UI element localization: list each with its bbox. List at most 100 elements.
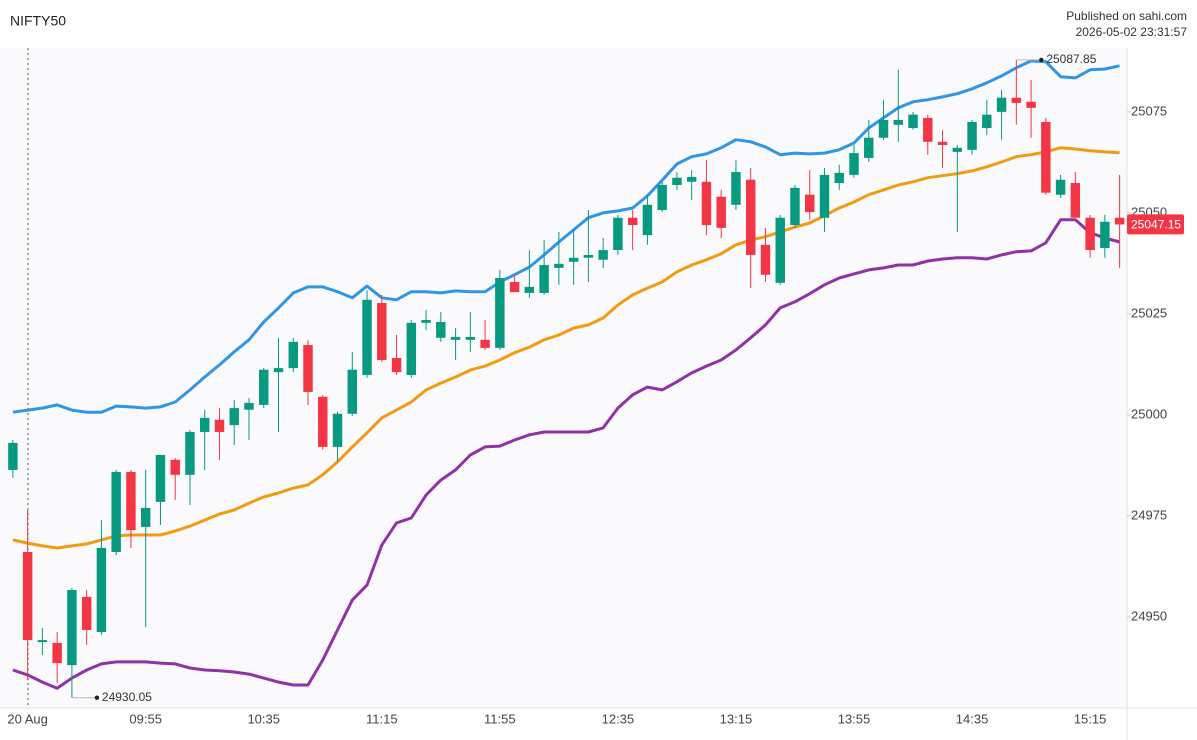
candle-body xyxy=(657,185,667,211)
candle-body xyxy=(952,147,963,152)
high-marker xyxy=(1039,57,1044,63)
x-tick-label: 11:55 xyxy=(484,711,516,726)
x-tick-label: 12:35 xyxy=(602,711,635,726)
band-line xyxy=(12,146,1120,550)
candle-body xyxy=(1070,182,1081,218)
candle-body xyxy=(598,250,608,260)
y-tick-label: 25075 xyxy=(1131,103,1167,118)
candle-body xyxy=(1011,97,1022,103)
candle-body xyxy=(834,172,844,183)
candle-body xyxy=(1055,179,1066,195)
candle-body xyxy=(805,194,815,213)
high-label: 25087.85 xyxy=(1046,52,1096,66)
candle-body xyxy=(406,322,417,375)
x-tick-label: 15:15 xyxy=(1074,711,1107,726)
candle-body xyxy=(362,299,372,375)
plot-area xyxy=(0,48,1127,708)
published: Published on sahi.com xyxy=(1066,9,1187,23)
candle-body xyxy=(1085,217,1095,251)
candle-body xyxy=(229,408,239,426)
low-label: 24930.05 xyxy=(102,690,152,704)
symbol-title: NIFTY50 xyxy=(10,13,66,29)
candle-body xyxy=(421,320,431,323)
candle-body xyxy=(1114,217,1125,225)
x-tick-label: 09:55 xyxy=(129,711,162,726)
candle-body xyxy=(303,345,313,392)
candle-body xyxy=(111,471,121,552)
candle-body xyxy=(22,551,33,641)
candle-body xyxy=(686,176,697,182)
candle-body xyxy=(790,187,800,226)
x-tick-label: 13:15 xyxy=(720,711,753,726)
candle-body xyxy=(554,263,564,268)
candle-body xyxy=(185,431,195,475)
candle-body xyxy=(568,257,579,262)
candle-body xyxy=(52,642,62,664)
candle-body xyxy=(775,217,785,283)
band-line xyxy=(12,218,1120,690)
candle-body xyxy=(1026,101,1036,108)
x-tick-label: 11:15 xyxy=(366,711,398,726)
candle-body xyxy=(347,369,358,414)
low-marker xyxy=(94,695,100,700)
candle-body xyxy=(1041,121,1051,193)
candle-body xyxy=(377,303,387,361)
band-line xyxy=(12,59,1120,414)
candle-body xyxy=(244,402,254,410)
candle-body xyxy=(893,119,903,125)
candle-body xyxy=(539,265,549,293)
candle-body xyxy=(731,172,741,205)
y-tick-label: 24950 xyxy=(1131,609,1167,624)
candle-body xyxy=(583,254,594,258)
candle-body xyxy=(140,507,151,527)
candle-body xyxy=(465,336,476,340)
y-tick-label: 25025 xyxy=(1131,305,1167,320)
candle-body xyxy=(878,119,889,138)
candle-body xyxy=(332,413,343,447)
y-tick-label: 24975 xyxy=(1131,507,1167,522)
candle-body xyxy=(436,322,446,338)
y-tick-label: 25000 xyxy=(1131,406,1167,421)
candle-body xyxy=(495,277,505,348)
candle-body xyxy=(996,97,1007,112)
candle-body xyxy=(908,114,918,129)
candle-body xyxy=(259,369,269,405)
candle-body xyxy=(8,442,18,470)
candle-body xyxy=(760,244,771,275)
candle-body xyxy=(849,153,859,175)
candle-body xyxy=(126,471,136,531)
candle-body xyxy=(480,339,490,348)
candle-body xyxy=(701,181,712,226)
candle-body xyxy=(391,357,402,373)
candle-body xyxy=(155,454,166,502)
candle-body xyxy=(627,217,638,226)
candle-body xyxy=(937,141,948,145)
candle-body xyxy=(214,419,225,432)
candle-body xyxy=(923,117,933,142)
candle-body xyxy=(819,174,830,218)
candle-body xyxy=(67,589,77,666)
candle-body xyxy=(170,459,180,475)
x-tick-label: 13:55 xyxy=(838,711,871,726)
candle-body xyxy=(199,417,210,432)
x-tick-label: 10:35 xyxy=(247,711,280,726)
candle-body xyxy=(716,196,726,228)
last-price-label: 25047.15 xyxy=(1131,218,1181,232)
timestamp: 2026-05-02 23:31:57 xyxy=(1076,25,1188,39)
x-tick-label: 20 Aug xyxy=(7,711,48,726)
candle-body xyxy=(524,286,535,293)
candle-body xyxy=(864,137,874,158)
candle-body xyxy=(273,368,284,373)
candle-body xyxy=(288,341,298,369)
candle-body xyxy=(450,336,461,340)
candle-body xyxy=(509,282,520,293)
candle-body xyxy=(745,179,756,255)
candle-body xyxy=(37,640,48,643)
candle-body xyxy=(81,596,92,630)
candle-body xyxy=(613,217,623,251)
candle-body xyxy=(318,396,328,447)
candle-body xyxy=(96,547,107,633)
last-price-tag xyxy=(1127,214,1184,235)
